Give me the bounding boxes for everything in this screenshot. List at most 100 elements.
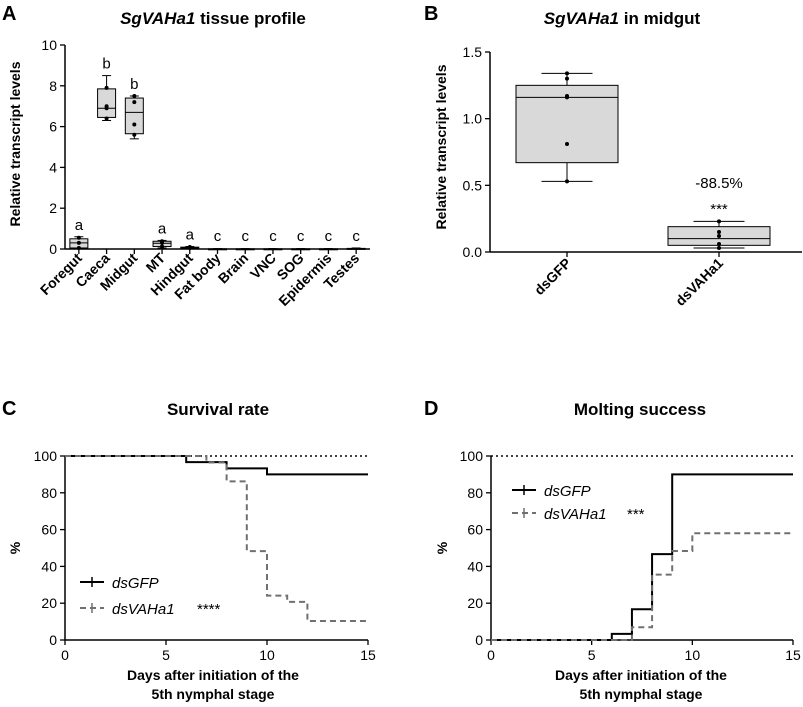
sig-letter-a-7: c [269, 228, 277, 245]
x-tick-label-d-2: 10 [685, 647, 701, 663]
panel-label-b: B [424, 3, 438, 25]
data-point-a-0-1 [76, 240, 81, 245]
y-tick-label-c-5: 100 [34, 448, 58, 464]
sig-letter-a-3: a [158, 220, 167, 237]
x-axis-label-c-line2: 5th nymphal stage [152, 686, 275, 702]
data-point-a-3-2 [160, 239, 165, 244]
plot-c: 0 20 40 60 80 100 0 5 10 15 [34, 448, 376, 663]
y-tick-label-c-4: 80 [41, 485, 57, 501]
x-tick-label-c-2: 10 [259, 647, 275, 663]
sig-letter-a-4: a [186, 227, 195, 244]
y-axis-label-a: Relative transcript levels [7, 61, 23, 226]
y-tick-label-b-1: 0.5 [463, 177, 483, 193]
y-tick-label-d-0: 0 [475, 632, 483, 648]
data-point-a-2-1 [132, 122, 137, 127]
data-point-a-1-0 [104, 116, 109, 121]
x-tick-label-c-0: 0 [61, 647, 69, 663]
y-tick-label-a-1: 2 [49, 200, 57, 216]
title-a-rest: tissue profile [195, 9, 306, 28]
annotation-percent-b: -88.5% [695, 175, 743, 192]
y-tick-label-d-1: 20 [467, 595, 483, 611]
annotation-sig-b: *** [710, 201, 728, 218]
title-a-italic: SgVAHa1 [120, 9, 195, 28]
chart-title-a: SgVAHa1 tissue profile [120, 9, 306, 28]
y-axis-label-d: % [434, 541, 450, 554]
y-tick-label-b-2: 1.0 [463, 111, 483, 127]
legend-c: dsGFP dsVAHa1 **** [80, 575, 221, 618]
sig-letter-a-1: b [102, 56, 110, 73]
sig-letter-a-0: a [75, 217, 84, 234]
y-tick-label-a-5: 10 [41, 37, 57, 53]
x-axis-label-c-line1: Days after initiation of the [127, 667, 299, 683]
y-tick-label-a-0: 0 [49, 241, 57, 257]
data-point-b-1-1 [717, 242, 721, 246]
x-tick-label-d-3: 15 [785, 647, 801, 663]
x-tick-label-a-6: Brain [215, 250, 252, 287]
data-point-a-2-2 [132, 100, 137, 105]
legend-d-dsgfp: dsGFP [544, 483, 591, 500]
data-point-b-0-3 [565, 94, 569, 98]
plot-a: 0246810ForegutaCaecabMidgutbMTaHindgutaF… [37, 37, 370, 309]
legend-d-sig: *** [627, 506, 645, 523]
y-tick-label-a-4: 8 [49, 78, 57, 94]
x-tick-label-d-0: 0 [487, 647, 495, 663]
data-point-a-2-3 [132, 94, 137, 98]
y-tick-label-d-2: 40 [467, 558, 483, 574]
sig-letter-a-10: c [352, 228, 360, 245]
sig-letter-a-5: c [214, 228, 222, 245]
title-b-rest: in midgut [619, 9, 701, 28]
series-d-dsVAHa1 [491, 532, 793, 641]
data-point-b-0-0 [565, 179, 569, 184]
x-tick-label-b-0: dsGFP [531, 255, 574, 298]
data-point-b-1-3 [717, 230, 721, 234]
chart-title-d: Molting success [574, 400, 706, 419]
sig-letter-a-8: c [297, 228, 305, 245]
data-point-b-1-4 [717, 219, 721, 224]
data-point-a-3-0 [160, 244, 165, 249]
x-tick-label-b-1: dsVAHa1 [672, 255, 726, 309]
y-tick-label-a-3: 6 [49, 119, 57, 135]
y-tick-label-d-3: 60 [467, 522, 483, 538]
panel-label-c: C [2, 398, 16, 420]
data-point-a-2-0 [132, 132, 137, 137]
data-point-b-1-2 [717, 234, 721, 238]
x-tick-label-a-7: VNC [247, 250, 279, 282]
y-tick-label-d-4: 80 [467, 485, 483, 501]
x-axis-label-d-line1: Days after initiation of the [555, 667, 727, 683]
data-point-b-0-5 [565, 71, 569, 76]
sig-letter-a-6: c [241, 228, 249, 245]
x-tick-label-c-1: 5 [162, 647, 170, 663]
x-tick-label-d-1: 5 [588, 647, 596, 663]
plot-b: 0.0 0.5 1.0 1.5 dsGFP dsVAHa1 [463, 44, 802, 309]
legend-c-sig: **** [197, 601, 221, 618]
plot-d: 0 20 40 60 80 100 0 5 10 15 [460, 448, 801, 663]
chart-title-b: SgVAHa1 in midgut [544, 9, 701, 28]
series-d-dsGFP [491, 473, 793, 641]
box-a-1 [97, 88, 117, 118]
data-point-a-4-1 [187, 244, 192, 249]
sig-letter-a-9: c [325, 228, 333, 245]
data-point-a-0-2 [76, 235, 81, 240]
y-tick-label-c-2: 40 [41, 558, 57, 574]
y-axis-label-b: Relative transcript levels [433, 64, 449, 229]
y-tick-label-c-3: 60 [41, 522, 57, 538]
data-point-a-1-3 [104, 85, 109, 90]
data-point-b-1-0 [717, 246, 721, 250]
data-point-b-0-1 [565, 142, 569, 146]
series-c-dsVAHa1 [65, 455, 368, 623]
panel-label-a: A [2, 3, 16, 25]
chart-title-c: Survival rate [167, 400, 269, 419]
legend-c-dsvaha1: dsVAHa1 [112, 601, 175, 618]
y-tick-label-a-2: 4 [49, 159, 57, 175]
series-c-dsGFP [65, 455, 368, 476]
title-b-italic: SgVAHa1 [544, 9, 619, 28]
sig-letter-a-2: b [130, 76, 138, 93]
data-point-a-0-0 [76, 245, 81, 250]
y-tick-label-b-3: 1.5 [463, 44, 483, 60]
legend-d: dsGFP dsVAHa1 *** [512, 483, 645, 523]
y-tick-label-c-0: 0 [49, 632, 57, 648]
y-tick-label-b-0: 0.0 [463, 244, 483, 260]
y-tick-label-c-1: 20 [41, 595, 57, 611]
legend-c-dsgfp: dsGFP [112, 575, 159, 592]
